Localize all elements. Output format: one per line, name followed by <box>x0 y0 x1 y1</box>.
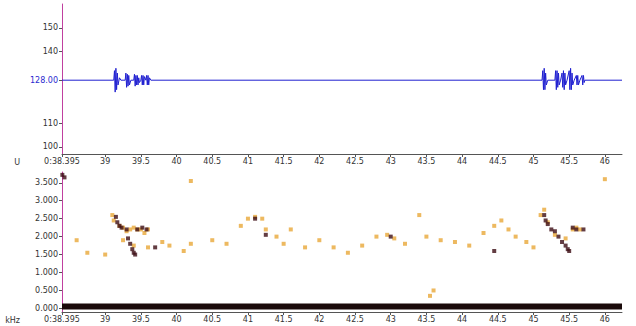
svg-text:45.5: 45.5 <box>560 157 578 166</box>
svg-text:40.5: 40.5 <box>203 315 221 324</box>
svg-text:42: 42 <box>314 157 324 166</box>
svg-text:40.5: 40.5 <box>203 157 221 166</box>
svg-text:44.5: 44.5 <box>489 315 507 324</box>
svg-text:43.5: 43.5 <box>418 315 436 324</box>
svg-text:42.5: 42.5 <box>346 157 364 166</box>
svg-text:45: 45 <box>528 315 538 324</box>
svg-text:44: 44 <box>457 315 467 324</box>
svg-text:kHz: kHz <box>5 316 20 325</box>
svg-text:100: 100 <box>43 142 58 151</box>
svg-text:43.5: 43.5 <box>418 157 436 166</box>
svg-text:39.5: 39.5 <box>132 157 150 166</box>
svg-text:0:38.395: 0:38.395 <box>44 315 80 324</box>
svg-text:2.500: 2.500 <box>35 214 58 223</box>
svg-text:1.000: 1.000 <box>35 268 58 277</box>
svg-text:2.000: 2.000 <box>35 232 58 241</box>
svg-text:41: 41 <box>243 157 253 166</box>
svg-text:128.00: 128.00 <box>30 76 58 85</box>
svg-text:41.5: 41.5 <box>275 315 293 324</box>
svg-text:110: 110 <box>43 119 58 128</box>
svg-text:3.500: 3.500 <box>35 178 58 187</box>
svg-text:44: 44 <box>457 157 467 166</box>
svg-text:U: U <box>14 158 20 167</box>
svg-text:150: 150 <box>43 23 58 32</box>
svg-text:43: 43 <box>386 315 396 324</box>
svg-text:1.500: 1.500 <box>35 250 58 259</box>
svg-text:43: 43 <box>386 157 396 166</box>
svg-text:42.5: 42.5 <box>346 315 364 324</box>
svg-text:44.5: 44.5 <box>489 157 507 166</box>
svg-text:39: 39 <box>100 315 110 324</box>
svg-text:39.5: 39.5 <box>132 315 150 324</box>
svg-text:0.500: 0.500 <box>35 286 58 295</box>
svg-text:41.5: 41.5 <box>275 157 293 166</box>
svg-text:0:38.395: 0:38.395 <box>44 157 80 166</box>
svg-text:46: 46 <box>600 157 610 166</box>
svg-text:0.000: 0.000 <box>35 304 58 313</box>
svg-text:39: 39 <box>100 157 110 166</box>
svg-text:3.000: 3.000 <box>35 196 58 205</box>
svg-text:140: 140 <box>43 47 58 56</box>
svg-text:40: 40 <box>171 315 181 324</box>
svg-text:40: 40 <box>171 157 181 166</box>
svg-text:46: 46 <box>600 315 610 324</box>
svg-text:42: 42 <box>314 315 324 324</box>
svg-text:45: 45 <box>528 157 538 166</box>
svg-text:45.5: 45.5 <box>560 315 578 324</box>
svg-text:41: 41 <box>243 315 253 324</box>
